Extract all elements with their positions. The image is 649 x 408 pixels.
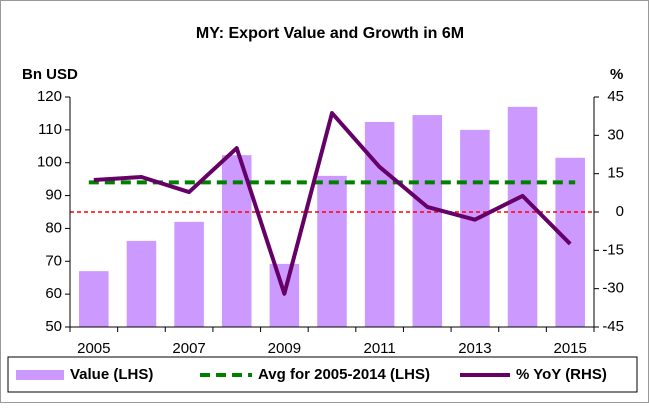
y2-tick-label: 0 (616, 203, 624, 220)
bar (317, 175, 347, 327)
y-tick-label: 110 (38, 121, 62, 138)
bar (460, 129, 490, 327)
y-tick-label: 120 (37, 88, 62, 105)
y-tick-label: 90 (45, 187, 62, 204)
bar (174, 221, 204, 327)
y-tick-label: 60 (45, 285, 62, 302)
y2-tick-label: 30 (607, 126, 624, 143)
legend-label: Value (LHS) (70, 366, 153, 383)
legend-label: % YoY (RHS) (516, 366, 607, 383)
y-axis-label: Bn USD (22, 66, 78, 83)
legend-box (7, 356, 638, 393)
bar (126, 240, 157, 327)
y2-tick-label: -15 (602, 241, 624, 258)
chart-title: MY: Export Value and Growth in 6M (196, 25, 464, 42)
y-tick-label: 80 (45, 219, 62, 236)
y2-tick-label: 45 (607, 88, 624, 105)
x-tick-label: 2015 (553, 340, 586, 357)
y-tick-label: 70 (45, 252, 62, 269)
y2-tick-label: -30 (602, 280, 624, 297)
bar (412, 115, 443, 327)
yoy-line (93, 111, 572, 296)
x-tick-label: 2013 (458, 340, 491, 357)
y-tick-label: 50 (45, 318, 62, 335)
y2-axis-label: % (610, 66, 623, 83)
y-tick-label: 100 (37, 154, 62, 171)
legend-label: Avg for 2005-2014 (LHS) (258, 366, 430, 383)
x-tick-label: 2009 (268, 340, 301, 357)
x-tick-label: 2007 (172, 340, 205, 357)
y2-tick-label: 15 (607, 165, 624, 182)
x-tick-label: 2005 (77, 340, 110, 357)
bar (507, 106, 538, 327)
bar (79, 271, 109, 327)
legend-swatch (16, 370, 64, 380)
x-tick-label: 2011 (364, 340, 396, 357)
y2-tick-label: -45 (602, 318, 624, 335)
